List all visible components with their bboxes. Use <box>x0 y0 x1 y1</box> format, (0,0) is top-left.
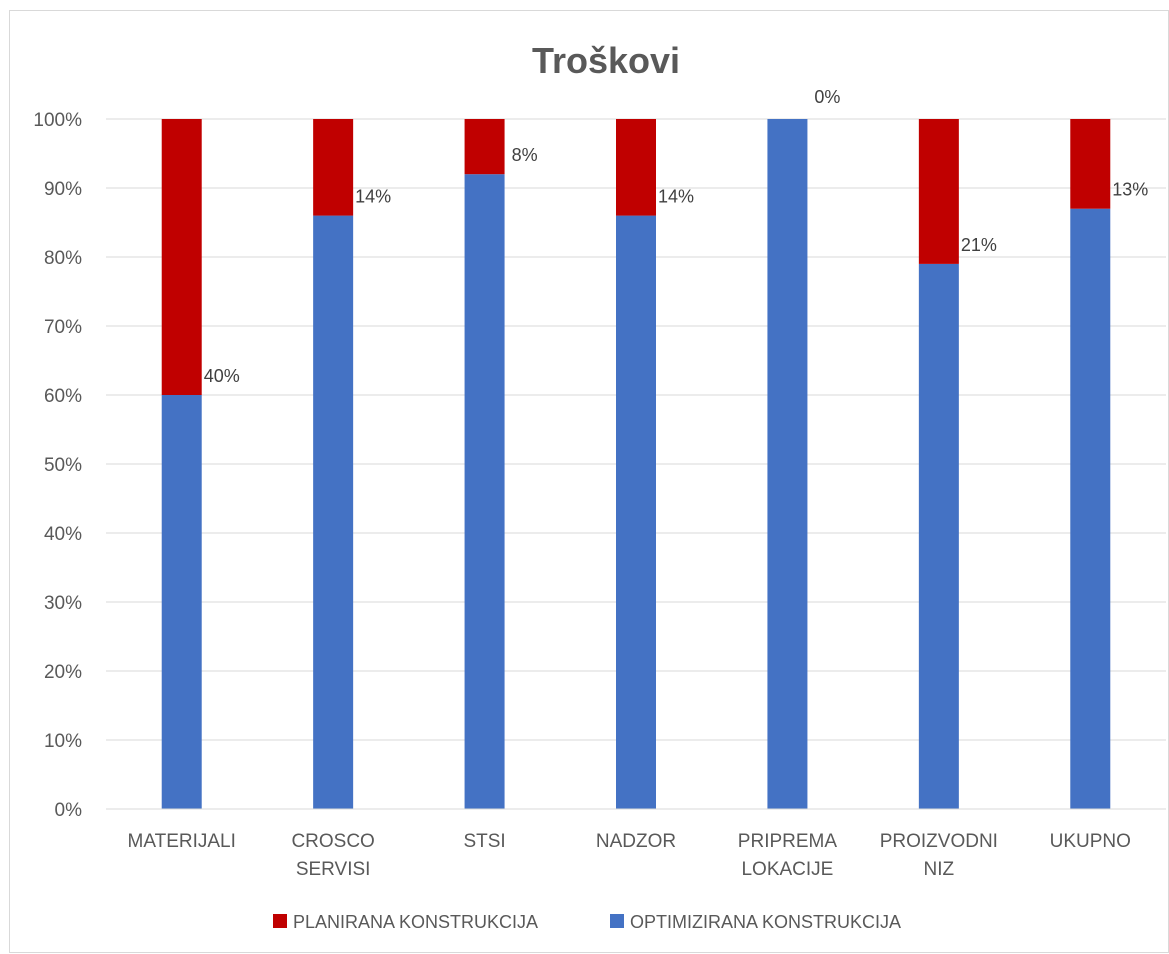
y-tick-label: 10% <box>44 731 82 752</box>
legend-swatch <box>273 914 287 928</box>
chart-container: Troškovi 0% 10% 20% 30% 40% 50% 60% 70% 80% 90% 10… <box>9 10 1169 953</box>
y-tick-label: 50% <box>44 455 82 476</box>
bar-optimizirana <box>313 215 354 810</box>
bar-optimizirana <box>918 263 959 809</box>
y-axis: 0% 10% 20% 30% 40% 50% 60% 70% 80% 90% 100% <box>33 110 82 821</box>
x-tick-label: MATERIJALI <box>128 831 236 852</box>
x-tick-label: PROIZVODNI NIZ <box>880 831 998 880</box>
y-tick-label: 70% <box>44 317 82 338</box>
y-tick-label: 30% <box>44 593 82 614</box>
bar-planirana <box>616 119 656 216</box>
data-label: 0% <box>814 87 840 107</box>
bar-optimizirana <box>464 174 505 809</box>
bar-optimizirana <box>161 395 202 809</box>
legend-swatch <box>610 914 624 928</box>
data-label: 14% <box>355 187 391 207</box>
stacked-bar-chart: Troškovi 0% 10% 20% 30% 40% 50% 60% 70% 80% 90% 10… <box>33 40 1166 932</box>
data-label: 21% <box>961 235 997 255</box>
y-tick-label: 20% <box>44 662 82 683</box>
bar-planirana <box>918 119 959 264</box>
bar-optimizirana <box>616 215 656 810</box>
legend-label: OPTIMIZIRANA KONSTRUKCIJA <box>630 912 901 932</box>
bar-optimizirana <box>767 119 808 809</box>
x-tick-label: NADZOR <box>596 831 676 852</box>
bars <box>161 119 1111 810</box>
y-tick-label: 100% <box>33 110 82 131</box>
x-axis: MATERIJALI CROSCO SERVISI STSI NADZOR PRIPREM… <box>106 808 1166 880</box>
x-tick-label: CROSCO SERVISI <box>291 831 374 880</box>
y-tick-label: 80% <box>44 248 82 269</box>
legend-label: PLANIRANA KONSTRUKCIJA <box>293 912 538 932</box>
x-tick-label: UKUPNO <box>1050 831 1131 852</box>
y-tick-label: 90% <box>44 179 82 200</box>
bar-planirana <box>161 119 202 395</box>
data-label: 14% <box>658 187 694 207</box>
bar-planirana <box>464 119 505 175</box>
legend: PLANIRANA KONSTRUKCIJA OPTIMIZIRANA KONST… <box>273 912 901 932</box>
y-tick-label: 60% <box>44 386 82 407</box>
bar-optimizirana <box>1070 208 1111 809</box>
x-tick-label: PRIPREMA LOKACIJE <box>738 831 838 880</box>
data-label: 40% <box>204 366 240 386</box>
y-tick-label: 40% <box>44 524 82 545</box>
bar-planirana <box>1070 119 1111 209</box>
x-tick-label: STSI <box>463 831 505 852</box>
data-labels: 40% 14% 8% 14% 0% 21% 13% <box>204 87 1149 386</box>
chart-title: Troškovi <box>532 40 680 81</box>
bar-planirana <box>313 119 354 216</box>
y-tick-label: 0% <box>55 800 83 821</box>
data-label: 13% <box>1112 180 1148 200</box>
data-label: 8% <box>512 145 538 165</box>
